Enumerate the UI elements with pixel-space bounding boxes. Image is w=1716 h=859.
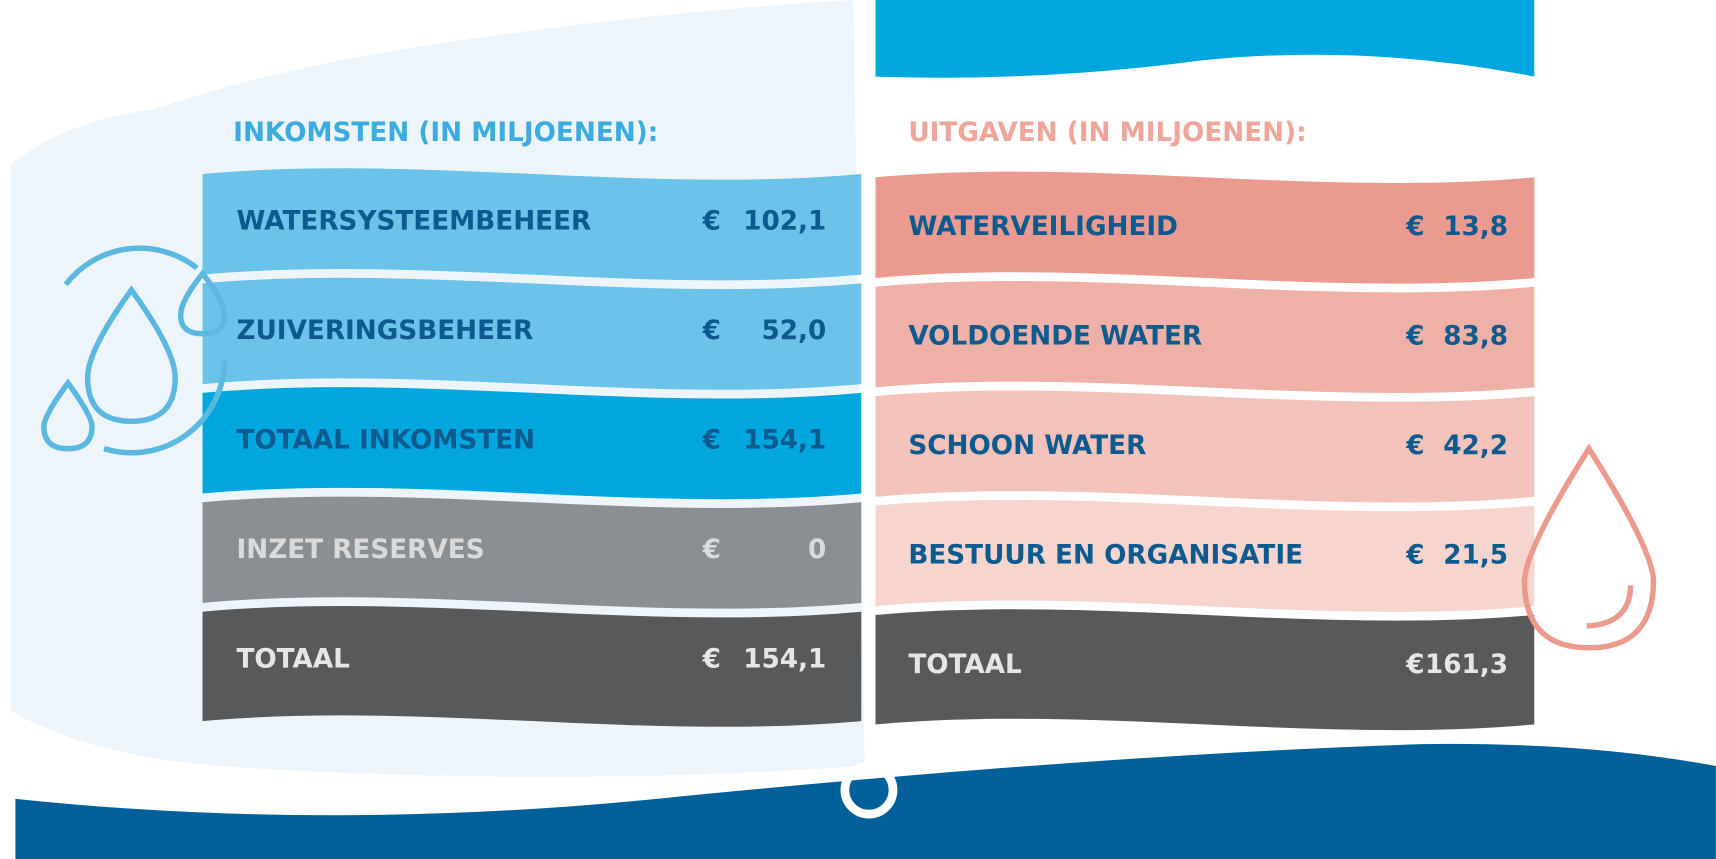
row-currency: € bbox=[1405, 212, 1424, 242]
band bbox=[202, 277, 862, 390]
row-label: TOTAAL bbox=[908, 650, 1022, 680]
row-currency: € bbox=[702, 316, 721, 346]
rows: WATERSYSTEEMBEHEER €102,1 ZUIVERINGSBEHEER… bbox=[236, 207, 1508, 680]
row-amount: 42,2 bbox=[1443, 431, 1508, 461]
row-amount: 154,1 bbox=[743, 644, 826, 674]
row-label: WATERVEILIGHEID bbox=[908, 212, 1178, 242]
row-label: VOLDOENDE WATER bbox=[908, 322, 1202, 352]
row-amount: 154,1 bbox=[743, 425, 826, 455]
band bbox=[875, 281, 1535, 394]
row-amount: 21,5 bbox=[1443, 540, 1508, 570]
row-amount: 0 bbox=[808, 535, 826, 565]
row-label: WATERSYSTEEMBEHEER bbox=[236, 207, 591, 237]
row-label: BESTUUR EN ORGANISATIE bbox=[908, 540, 1303, 570]
row-currency: € bbox=[702, 207, 721, 237]
row-currency: € bbox=[702, 535, 721, 565]
row-label: TOTAAL INKOMSTEN bbox=[236, 425, 535, 455]
row-currency: € bbox=[1405, 540, 1424, 570]
bands bbox=[202, 168, 1535, 731]
bottom-wave bbox=[15, 743, 1716, 859]
row-currency: € bbox=[1405, 431, 1424, 461]
band bbox=[202, 168, 862, 281]
row-label: ZUIVERINGSBEHEER bbox=[236, 316, 533, 346]
row-amount: 52,0 bbox=[761, 316, 826, 346]
row-label: TOTAAL bbox=[236, 644, 350, 674]
row-currency: € bbox=[1405, 650, 1424, 680]
band bbox=[875, 390, 1535, 503]
row-amount: 13,8 bbox=[1443, 212, 1508, 242]
band bbox=[202, 606, 862, 727]
drop-icon bbox=[1521, 443, 1657, 651]
band bbox=[875, 499, 1535, 612]
band bbox=[202, 387, 862, 500]
row-amount: 102,1 bbox=[743, 207, 826, 237]
row-label: SCHOON WATER bbox=[908, 431, 1146, 461]
left-title: INKOMSTEN (IN MILJOENEN): bbox=[233, 118, 658, 148]
top-wave bbox=[875, 0, 1535, 78]
row-currency: € bbox=[1405, 322, 1424, 352]
drops-icon bbox=[41, 245, 228, 456]
band bbox=[875, 171, 1535, 284]
divider-knob bbox=[840, 761, 898, 819]
row-currency: € bbox=[702, 644, 721, 674]
row-amount: 83,8 bbox=[1443, 322, 1508, 352]
row-label: INZET RESERVES bbox=[236, 535, 484, 565]
right-title: UITGAVEN (IN MILJOENEN): bbox=[908, 118, 1306, 148]
band bbox=[202, 496, 862, 609]
band bbox=[875, 609, 1535, 731]
row-amount: 161,3 bbox=[1425, 650, 1508, 680]
row-currency: € bbox=[702, 425, 721, 455]
